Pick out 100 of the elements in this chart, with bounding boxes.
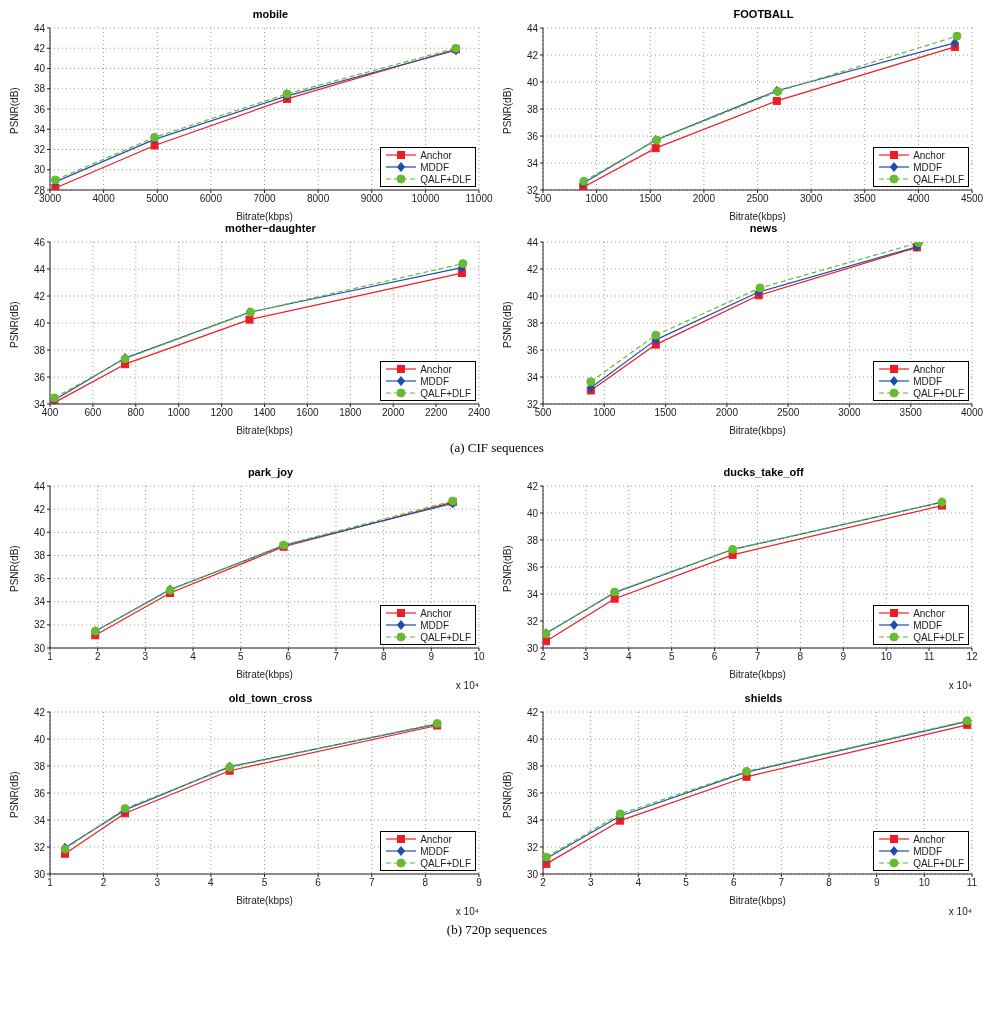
x-tick-label: 800	[127, 407, 145, 419]
x-tick-label: 6	[711, 651, 718, 663]
legend-label: Anchor	[913, 607, 945, 619]
legend-label: MDDF	[913, 161, 943, 173]
x-tick-label: 3500	[899, 407, 923, 419]
y-tick-label: 36	[33, 371, 46, 383]
x-tick-label: 2000	[715, 407, 739, 419]
y-tick-label: 38	[33, 344, 46, 356]
y-tick-label: 36	[33, 573, 46, 585]
x-axis-title: Bitrate(kbps)	[236, 669, 293, 680]
text: x 10⁴	[455, 680, 479, 691]
y-tick-label: 44	[33, 263, 46, 275]
y-tick-label: 44	[526, 236, 539, 248]
x-tick-label: 3	[583, 651, 590, 663]
x-tick-label: 1800	[339, 407, 362, 419]
y-tick-label: 32	[33, 619, 46, 631]
y-tick-label: 28	[33, 184, 46, 196]
x-tick-label: 12	[966, 651, 978, 663]
x-tick-label: 10000	[411, 193, 440, 205]
y-tick-label: 42	[526, 706, 539, 718]
y-tick-label: 36	[526, 787, 539, 799]
x-axis-title: Bitrate(kbps)	[729, 425, 786, 436]
text: (b) 720p sequences	[445, 922, 549, 938]
x-tick-label: 5000	[146, 193, 169, 205]
text: x 10⁴	[455, 906, 479, 917]
y-tick-label: 44	[526, 22, 539, 34]
x-tick-label: 1500	[654, 407, 678, 419]
y-tick-label: 42	[526, 49, 539, 61]
y-tick-label: 40	[33, 526, 46, 538]
x-tick-label: 5	[683, 877, 690, 889]
x-tick-label: 10	[880, 651, 893, 663]
y-tick-label: 42	[33, 290, 46, 302]
y-axis-title: PSNR(dB)	[501, 301, 513, 348]
x-tick-label: 8	[797, 651, 804, 663]
x-tick-label: 2500	[746, 193, 770, 205]
legend-label: QALF+DLF	[913, 387, 964, 399]
x-tick-label: 1000	[167, 407, 191, 419]
x-tick-label: 6	[730, 877, 737, 889]
y-tick-label: 32	[33, 841, 46, 853]
y-tick-label: 38	[526, 760, 539, 772]
x-tick-label: 2	[100, 877, 107, 889]
x-tick-label: 4	[208, 877, 215, 889]
legend-label: Anchor	[913, 833, 945, 845]
legend-label: MDDF	[913, 845, 943, 857]
y-tick-label: 40	[33, 733, 46, 745]
y-tick-label: 38	[33, 760, 46, 772]
y-tick-label: 38	[526, 534, 539, 546]
x-tick-label: 9000	[360, 193, 384, 205]
x-tick-label: 5	[668, 651, 675, 663]
x-tick-label: 7000	[253, 193, 277, 205]
x-tick-label: 2200	[424, 407, 448, 419]
x-tick-label: 3500	[853, 193, 877, 205]
y-tick-label: 30	[33, 642, 46, 654]
x-axis-title: Bitrate(kbps)	[729, 211, 786, 222]
x-tick-label: 6	[285, 651, 292, 663]
chart-title: old_town_cross	[227, 692, 314, 706]
x-tick-label: 1000	[585, 193, 609, 205]
legend-label: QALF+DLF	[913, 857, 964, 869]
x-axis-title: Bitrate(kbps)	[236, 211, 293, 222]
legend-label: Anchor	[420, 833, 452, 845]
x-tick-label: 7	[754, 651, 761, 663]
y-tick-label: 34	[526, 814, 539, 826]
x-tick-label: 11	[923, 651, 935, 663]
x-tick-label: 4000	[907, 193, 930, 205]
chart-title: mother−daughter	[224, 222, 317, 236]
x-tick-label: 2	[540, 877, 547, 889]
y-axis-title: PSNR(dB)	[8, 301, 20, 348]
x-tick-label: 1	[47, 651, 54, 663]
chart-title: news	[748, 222, 779, 236]
y-tick-label: 38	[33, 83, 46, 95]
y-tick-label: 38	[526, 103, 539, 115]
x-tick-label: 4	[190, 651, 197, 663]
legend-label: QALF+DLF	[420, 387, 471, 399]
y-tick-label: 36	[33, 103, 46, 115]
x-tick-label: 8000	[307, 193, 330, 205]
legend-label: Anchor	[420, 607, 452, 619]
y-tick-label: 30	[33, 868, 46, 880]
x-tick-label: 4	[626, 651, 633, 663]
x-tick-label: 11	[966, 877, 978, 889]
x-tick-label: 1600	[296, 407, 319, 419]
y-tick-label: 34	[526, 157, 539, 169]
y-tick-label: 40	[526, 290, 539, 302]
text: x 10⁴	[948, 906, 972, 917]
x-tick-label: 11000	[465, 193, 493, 205]
y-tick-label: 36	[33, 787, 46, 799]
x-tick-label: 2000	[692, 193, 716, 205]
x-tick-label: 600	[84, 407, 102, 419]
y-tick-label: 30	[526, 642, 539, 654]
y-tick-label: 40	[33, 317, 46, 329]
legend-label: Anchor	[913, 363, 945, 375]
legend-label: Anchor	[420, 363, 452, 375]
legend-label: QALF+DLF	[913, 631, 964, 643]
text: (a) CIF sequences	[449, 440, 545, 456]
x-tick-label: 3	[154, 877, 161, 889]
y-axis-title: PSNR(dB)	[8, 771, 20, 818]
x-tick-label: 4	[635, 877, 642, 889]
y-tick-label: 36	[526, 561, 539, 573]
y-tick-label: 40	[33, 63, 46, 75]
x-tick-label: 8	[826, 877, 833, 889]
x-tick-label: 6000	[199, 193, 223, 205]
